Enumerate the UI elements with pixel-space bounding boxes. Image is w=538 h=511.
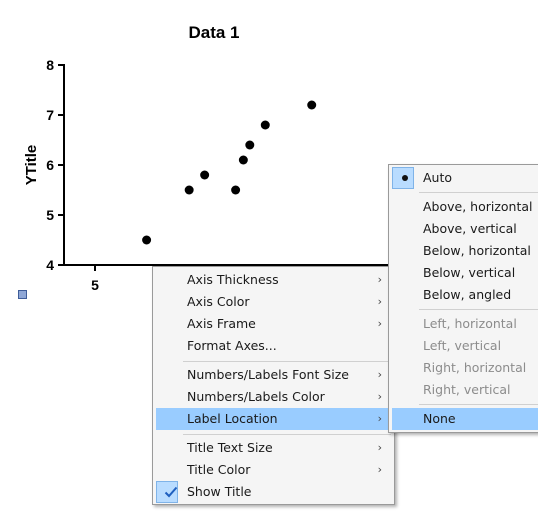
y-tick-label: 7 (46, 107, 54, 123)
x-tick-label: 5 (91, 277, 99, 293)
y-tick-label: 4 (46, 257, 54, 273)
submenu-item-label: Left, vertical (423, 338, 502, 353)
menu-item-label-location[interactable]: Label Location › (156, 408, 391, 430)
submenu-item-left-horizontal: Left, horizontal (392, 313, 538, 335)
checkbox-checked (156, 481, 178, 503)
context-menu: Axis Thickness › Axis Color › Axis Frame… (152, 266, 395, 505)
submenu-item-label: None (423, 411, 456, 426)
y-tick-label: 5 (46, 207, 54, 223)
menu-item-label: Axis Thickness (187, 272, 279, 287)
bullet-icon (402, 175, 408, 181)
menu-separator (419, 192, 538, 193)
menu-item-show-title[interactable]: Show Title (156, 481, 391, 503)
menu-separator (419, 309, 538, 310)
legend-swatch[interactable] (18, 290, 27, 299)
submenu-item-label: Above, vertical (423, 221, 517, 236)
chevron-right-icon: › (377, 317, 382, 330)
submenu-item-label: Right, vertical (423, 382, 511, 397)
data-point (231, 185, 241, 195)
menu-item-format-axes[interactable]: Format Axes... (156, 335, 391, 357)
menu-item-label: Label Location (187, 411, 278, 426)
data-point (260, 120, 270, 130)
label-location-submenu: Auto Above, horizontal Above, vertical B… (388, 164, 538, 433)
chart-title: Data 1 (188, 23, 239, 42)
menu-item-title-text-size[interactable]: Title Text Size › (156, 437, 391, 459)
menu-item-axis-frame[interactable]: Axis Frame › (156, 313, 391, 335)
data-point (307, 100, 317, 110)
submenu-item-left-vertical: Left, vertical (392, 335, 538, 357)
submenu-item-above-horizontal[interactable]: Above, horizontal (392, 196, 538, 218)
menu-item-label: Show Title (187, 484, 252, 499)
menu-separator (183, 361, 391, 362)
menu-item-title-color[interactable]: Title Color › (156, 459, 391, 481)
chevron-right-icon: › (377, 273, 382, 286)
check-icon (164, 486, 178, 498)
submenu-item-below-horizontal[interactable]: Below, horizontal (392, 240, 538, 262)
chevron-right-icon: › (377, 463, 382, 476)
chevron-right-icon: › (377, 390, 382, 403)
submenu-item-below-vertical[interactable]: Below, vertical (392, 262, 538, 284)
submenu-item-label: Below, angled (423, 287, 512, 302)
submenu-item-right-horizontal: Right, horizontal (392, 357, 538, 379)
data-point (200, 170, 210, 180)
menu-item-axis-thickness[interactable]: Axis Thickness › (156, 269, 391, 291)
submenu-item-label: Above, horizontal (423, 199, 533, 214)
menu-item-label: Axis Color (187, 294, 250, 309)
submenu-item-label: Left, horizontal (423, 316, 517, 331)
submenu-item-above-vertical[interactable]: Above, vertical (392, 218, 538, 240)
chevron-right-icon: › (377, 441, 382, 454)
submenu-item-below-angled[interactable]: Below, angled (392, 284, 538, 306)
data-point (238, 155, 248, 165)
menu-item-label: Format Axes... (187, 338, 277, 353)
menu-separator (183, 434, 391, 435)
menu-item-numbers-labels-font-size[interactable]: Numbers/Labels Font Size › (156, 364, 391, 386)
menu-item-label: Numbers/Labels Color (187, 389, 325, 404)
menu-item-axis-color[interactable]: Axis Color › (156, 291, 391, 313)
submenu-item-right-vertical: Right, vertical (392, 379, 538, 401)
submenu-item-label: Right, horizontal (423, 360, 527, 375)
data-point (142, 235, 152, 245)
menu-item-label: Numbers/Labels Font Size (187, 367, 349, 382)
data-point (245, 140, 255, 150)
menu-item-label: Title Color (187, 462, 251, 477)
chevron-right-icon: › (377, 412, 382, 425)
y-axis-title: YTitle (23, 145, 40, 186)
y-tick-label: 8 (46, 57, 54, 73)
chevron-right-icon: › (377, 295, 382, 308)
y-tick-label: 6 (46, 157, 54, 173)
submenu-item-label: Auto (423, 170, 453, 185)
menu-item-label: Title Text Size (187, 440, 273, 455)
submenu-item-label: Below, horizontal (423, 243, 531, 258)
submenu-item-label: Below, vertical (423, 265, 516, 280)
data-point (184, 185, 194, 195)
menu-separator (419, 404, 538, 405)
submenu-item-auto[interactable]: Auto (392, 167, 538, 189)
menu-item-numbers-labels-color[interactable]: Numbers/Labels Color › (156, 386, 391, 408)
submenu-item-none[interactable]: None (392, 408, 538, 430)
menu-item-label: Axis Frame (187, 316, 256, 331)
chevron-right-icon: › (377, 368, 382, 381)
